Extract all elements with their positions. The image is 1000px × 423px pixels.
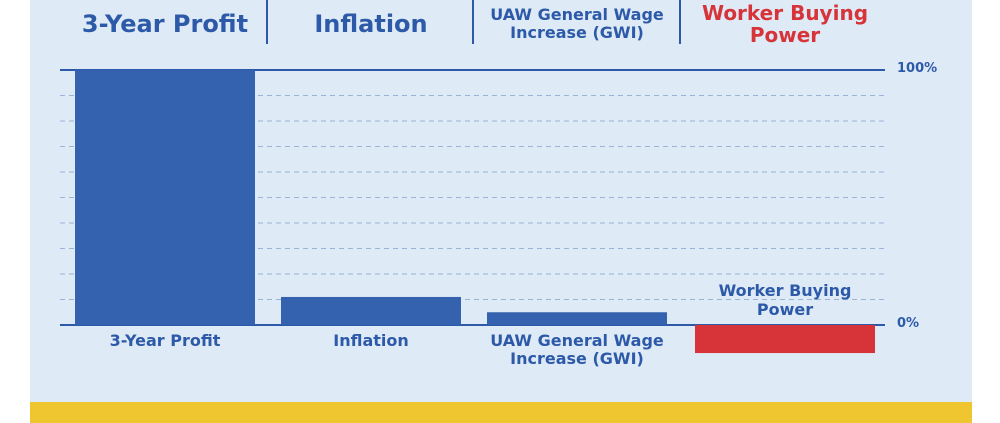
x-tick-label: 3-Year Profit (109, 331, 221, 350)
yellow-band (30, 402, 972, 423)
y-tick-label: 0% (897, 316, 920, 331)
bar (695, 325, 875, 354)
header-label: UAW General Wage Increase (GWI) (490, 5, 664, 42)
x-tick-label: Worker Buying Power (718, 281, 852, 319)
bar (75, 70, 255, 325)
bar (487, 312, 667, 325)
x-tick-label: Inflation (333, 331, 409, 350)
header-label: Inflation (314, 9, 428, 38)
x-tick-label: UAW General Wage Increase (GWI) (490, 331, 664, 369)
bar (281, 296, 461, 325)
y-tick-label: 100% (897, 61, 938, 76)
header-label: Worker Buying Power (701, 1, 869, 47)
header-label: 3-Year Profit (81, 9, 249, 38)
